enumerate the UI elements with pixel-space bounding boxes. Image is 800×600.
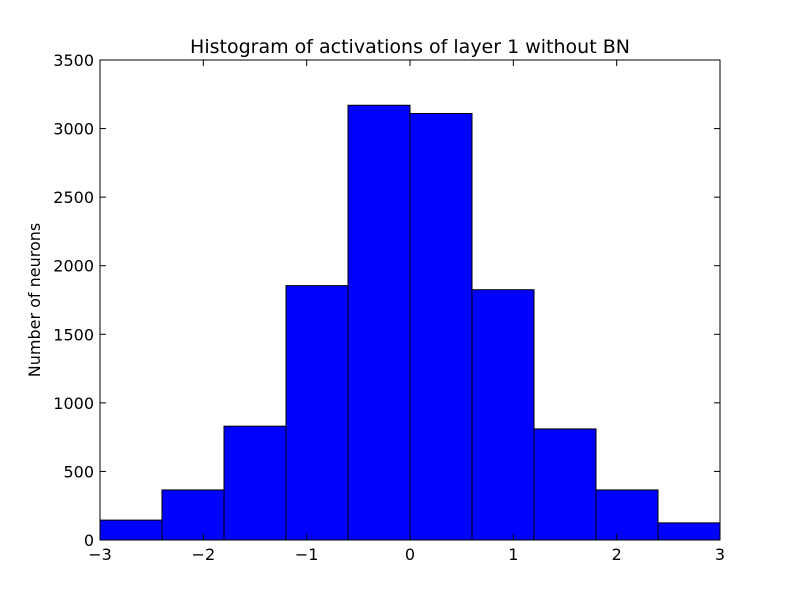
histogram-bar xyxy=(409,112,473,541)
histogram-bar xyxy=(595,489,659,541)
histogram-bar xyxy=(285,285,349,541)
histogram-bar xyxy=(161,489,225,541)
x-tick-label: 3 xyxy=(715,545,725,564)
x-tick-label: −1 xyxy=(295,545,319,564)
y-tick-label: 0 xyxy=(84,531,94,550)
x-tick-label: 0 xyxy=(405,545,415,564)
histogram-bar xyxy=(347,104,411,541)
x-tick-label: −2 xyxy=(192,545,216,564)
y-tick-label: 3500 xyxy=(53,51,94,70)
y-tick-label: 1500 xyxy=(53,325,94,344)
histogram-bar xyxy=(99,519,163,541)
ticks-group: −3 −2 −1 0 1 2 3 0 500 1000 1500 2000 2500 3000 3500 xyxy=(53,51,725,564)
x-tick-label: 2 xyxy=(612,545,622,564)
y-tick-label: 1000 xyxy=(53,394,94,413)
histogram-bar xyxy=(471,289,535,541)
chart-title: Histogram of activations of layer 1 with… xyxy=(190,36,630,58)
x-tick-label: 1 xyxy=(508,545,518,564)
histogram-bar xyxy=(657,522,721,541)
y-tick-label: 500 xyxy=(63,462,94,481)
y-tick-label: 2500 xyxy=(53,188,94,207)
histogram-bar xyxy=(223,425,287,541)
y-axis-label: Number of neurons xyxy=(25,223,44,377)
y-tick-label: 3000 xyxy=(53,120,94,139)
y-tick-label: 2000 xyxy=(53,257,94,276)
histogram-bar xyxy=(533,428,597,541)
plot-frame xyxy=(99,59,721,541)
x-tick-label: −3 xyxy=(88,545,112,564)
bars-group xyxy=(99,104,721,541)
